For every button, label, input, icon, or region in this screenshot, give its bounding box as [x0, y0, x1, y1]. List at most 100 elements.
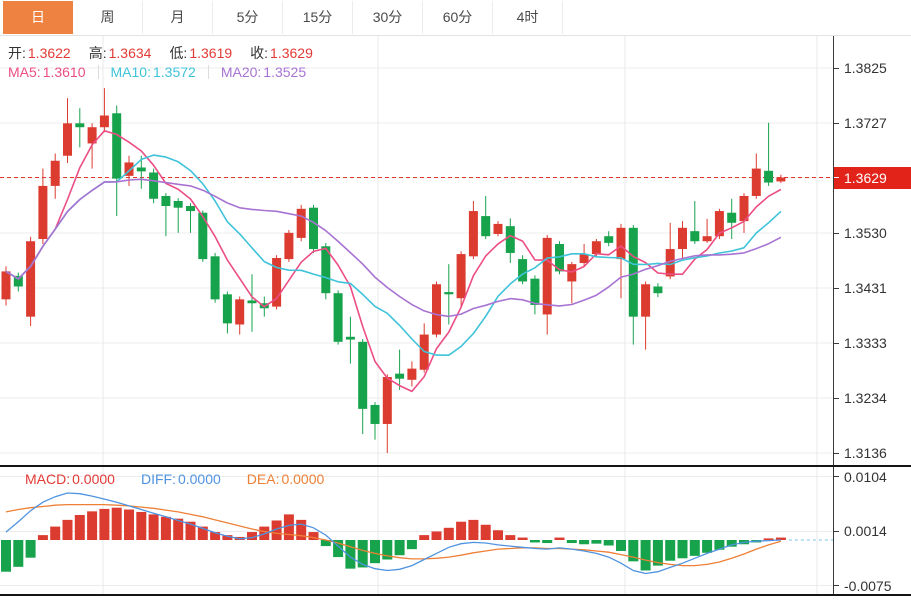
candle-body: [628, 227, 638, 317]
candle-body: [432, 284, 441, 335]
candle-body: [739, 195, 749, 222]
candle-body: [530, 278, 540, 305]
macd-bar: [456, 521, 467, 540]
ma10-line: [5, 154, 782, 356]
legend-divider: [97, 65, 99, 79]
macd-bar: [320, 540, 331, 547]
tab-5分[interactable]: 5分: [213, 1, 283, 34]
macd-bar: [345, 540, 356, 569]
macd-bar: [714, 540, 725, 550]
pane-separator: [0, 465, 911, 467]
macd-bar: [13, 540, 24, 567]
macd-bar: [283, 514, 294, 540]
macd-bar: [652, 540, 663, 566]
candle-body: [518, 259, 528, 282]
candle-body: [235, 299, 245, 325]
macd-bar: [628, 540, 639, 562]
legend-ma-ma5: MA5: 1.3610: [8, 64, 86, 80]
candle-body: [309, 207, 318, 250]
price-tick: 1.3333: [834, 335, 887, 351]
candle-body: [272, 257, 282, 307]
candle-body: [333, 293, 343, 342]
ma5-line: [5, 130, 782, 393]
candle-body: [727, 212, 737, 223]
macd-tick: 0.0104: [834, 469, 887, 485]
macd-bar: [517, 537, 528, 540]
candle-body: [468, 211, 478, 257]
macd-bar: [382, 540, 393, 560]
current-price-value: 1.3629: [844, 169, 887, 186]
candlestick-pane[interactable]: [0, 36, 833, 465]
chart-bottom-border: [0, 594, 911, 596]
candle-body: [321, 246, 331, 294]
macd-bar: [726, 540, 737, 547]
macd-bar: [677, 540, 688, 559]
candle-body: [26, 241, 36, 317]
tab-周[interactable]: 周: [73, 1, 143, 34]
price-tick: 1.3825: [834, 60, 887, 76]
low-value: 1.3619: [189, 45, 233, 61]
macd-bar: [1, 540, 11, 572]
macd-bar: [406, 540, 417, 550]
macd-bar: [50, 526, 61, 540]
candle-body: [542, 237, 552, 315]
candle-body: [395, 373, 405, 379]
close-label: 收:: [250, 45, 269, 61]
macd-bar: [775, 537, 786, 540]
macd-bar: [296, 519, 307, 540]
candle-body: [444, 292, 454, 295]
candle-body: [173, 200, 183, 208]
macd-tick: 0.0014: [834, 523, 887, 539]
candle-body: [161, 195, 171, 207]
candles: [1, 88, 786, 454]
candle-body: [616, 227, 626, 260]
macd-bar: [640, 540, 651, 571]
ma10-value: 1.3572: [152, 64, 196, 80]
candle-body: [604, 236, 614, 243]
candle-body: [567, 264, 577, 282]
tab-4时[interactable]: 4时: [493, 1, 563, 34]
price-tick: 1.3431: [834, 280, 887, 296]
macd-bar: [222, 535, 233, 540]
macd-bar: [603, 540, 614, 546]
candle-body: [75, 123, 85, 128]
macd-value: 0.0000: [72, 471, 115, 487]
ma5-label: MA5:: [8, 64, 41, 80]
macd-bar: [480, 524, 491, 540]
ohlc-legend: 开: 1.3622 高: 1.3634 低: 1.3619 收: 1.3629: [8, 43, 331, 63]
legend-ma-ma20: MA20: 1.3525: [221, 64, 306, 80]
ma20-value: 1.3525: [263, 64, 307, 80]
tab-60分[interactable]: 60分: [423, 1, 493, 34]
timeframe-tabbar: 日周月 5分 15分 30分 60分 4时: [0, 0, 911, 36]
candle-body: [99, 115, 109, 128]
candle-body: [63, 123, 72, 156]
tab-15分[interactable]: 15分: [283, 1, 353, 34]
macd-bar: [333, 540, 344, 558]
macd-bar: [308, 532, 319, 540]
macd-bar: [493, 530, 503, 540]
legend-ohlc-low: 低: 1.3619: [169, 43, 232, 63]
macd-bar: [25, 540, 36, 558]
candle-body: [382, 377, 392, 424]
diff-line: [5, 492, 781, 575]
macd-bar: [357, 540, 368, 568]
macd-bar: [111, 507, 122, 540]
macd-bar: [197, 526, 208, 540]
diff-value: 0.0000: [177, 471, 221, 487]
high-value: 1.3634: [108, 45, 152, 61]
candle-body: [678, 227, 687, 250]
tab-30分[interactable]: 30分: [353, 1, 423, 34]
candle-body: [579, 254, 589, 264]
close-value: 1.3629: [270, 45, 313, 61]
candle-body: [764, 170, 774, 183]
tab-日[interactable]: 日: [3, 1, 73, 34]
tab-月[interactable]: 月: [143, 1, 213, 34]
candle-body: [653, 286, 663, 294]
candle-body: [493, 223, 503, 234]
macd-pane[interactable]: [0, 467, 833, 594]
candle-body: [87, 127, 97, 144]
macd-bar: [554, 537, 565, 540]
candle-body: [149, 172, 159, 199]
candle-body: [38, 185, 48, 239]
high-label: 高:: [88, 45, 107, 61]
